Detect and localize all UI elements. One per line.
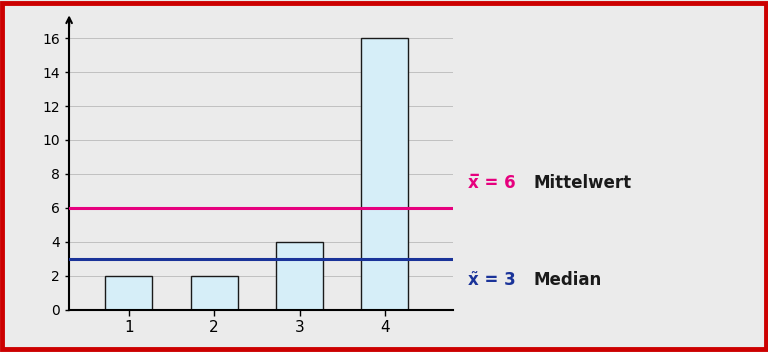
Text: Median: Median [534,271,602,289]
Bar [105,276,152,310]
Text: Mittelwert: Mittelwert [534,174,632,192]
Bar [190,276,237,310]
Bar [276,242,323,310]
Bar [362,38,409,310]
Text: x̃ = 3: x̃ = 3 [468,271,522,289]
Text: x̅ = 6: x̅ = 6 [468,174,521,192]
